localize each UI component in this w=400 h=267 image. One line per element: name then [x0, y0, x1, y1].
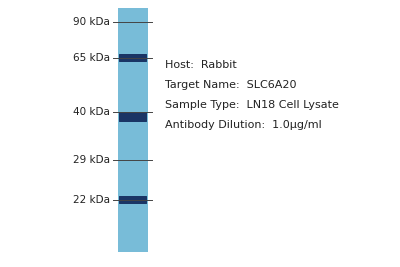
Text: Sample Type:  LN18 Cell Lysate: Sample Type: LN18 Cell Lysate: [165, 100, 339, 110]
Bar: [118, 8, 148, 252]
FancyBboxPatch shape: [119, 54, 147, 62]
FancyBboxPatch shape: [119, 196, 147, 204]
Text: 65 kDa: 65 kDa: [73, 53, 110, 63]
Text: 22 kDa: 22 kDa: [73, 195, 110, 205]
Text: 90 kDa: 90 kDa: [73, 17, 110, 27]
Text: Target Name:  SLC6A20: Target Name: SLC6A20: [165, 80, 296, 90]
Text: 29 kDa: 29 kDa: [73, 155, 110, 165]
Text: Host:  Rabbit: Host: Rabbit: [165, 60, 237, 70]
Text: Antibody Dilution:  1.0µg/ml: Antibody Dilution: 1.0µg/ml: [165, 120, 322, 130]
Text: 40 kDa: 40 kDa: [73, 107, 110, 117]
FancyBboxPatch shape: [119, 112, 147, 122]
